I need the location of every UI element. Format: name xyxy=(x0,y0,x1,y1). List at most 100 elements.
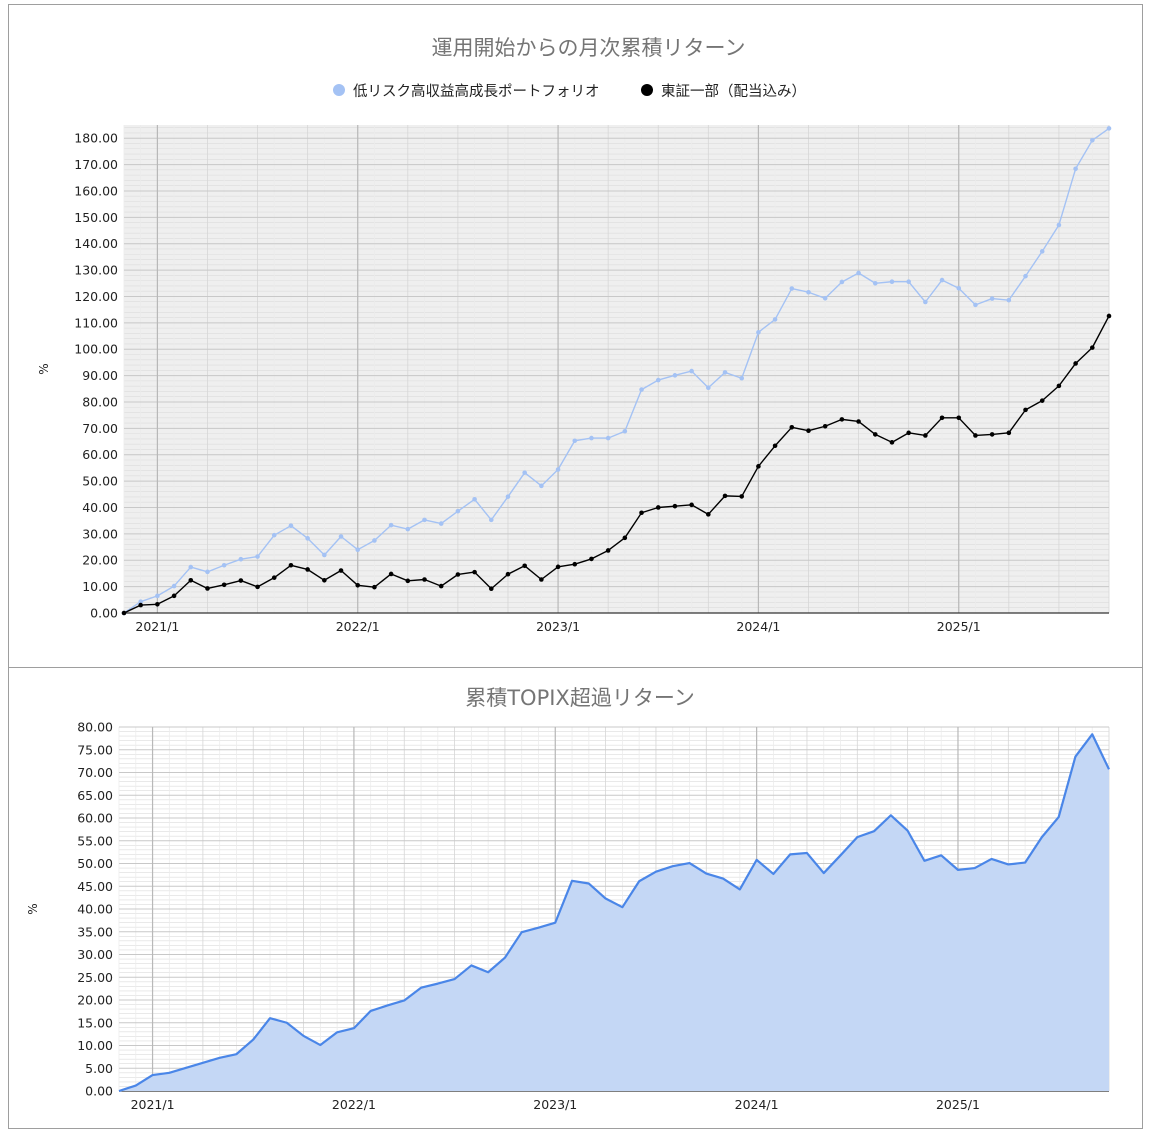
y-tick-label: 170.00 xyxy=(74,157,118,172)
y-tick-label: 40.00 xyxy=(77,902,113,917)
y-tick-label: 80.00 xyxy=(77,720,113,735)
data-point xyxy=(1039,249,1045,254)
data-point xyxy=(1106,126,1112,131)
data-point xyxy=(822,423,828,429)
y-tick-label: 10.00 xyxy=(82,579,118,594)
y-tick-label: 60.00 xyxy=(77,811,113,826)
data-point xyxy=(756,330,761,335)
x-tick-label: 2024/1 xyxy=(735,1097,779,1112)
y-tick-label: 50.00 xyxy=(77,856,113,871)
data-point xyxy=(1073,166,1078,172)
data-point xyxy=(121,610,127,616)
plot-area xyxy=(124,125,1109,613)
data-point xyxy=(939,277,945,283)
area-fill xyxy=(119,734,1109,1091)
data-point xyxy=(872,280,878,286)
data-point xyxy=(205,586,210,591)
data-point xyxy=(956,415,962,421)
cumulative-return-chart-panel: 運用開始からの月次累積リターン 0.00 10.00 20.00 30.00 40.00 5… xyxy=(8,4,1143,668)
data-point xyxy=(822,296,828,301)
data-point xyxy=(1106,313,1112,319)
y-tick-label: 80.00 xyxy=(82,394,118,409)
y-tick-label: 100.00 xyxy=(74,342,118,357)
y-tick-label: 25.00 xyxy=(77,970,113,985)
data-point xyxy=(188,564,194,570)
data-point xyxy=(956,285,962,291)
data-point xyxy=(355,547,361,552)
data-point xyxy=(255,584,260,590)
y-axis-label: % xyxy=(37,363,51,374)
data-point xyxy=(889,440,895,445)
data-point xyxy=(839,279,845,285)
data-point xyxy=(906,430,911,436)
y-tick-label: 70.00 xyxy=(82,421,118,436)
y-tick-label: 120.00 xyxy=(74,289,118,304)
data-point xyxy=(706,512,711,517)
data-point xyxy=(806,289,811,295)
x-tick-label: 2021/1 xyxy=(131,1097,175,1112)
x-tick-label: 2021/1 xyxy=(135,619,179,634)
data-point xyxy=(372,584,377,590)
data-point xyxy=(438,583,444,589)
x-tick-label: 2022/1 xyxy=(336,619,380,634)
data-point xyxy=(238,578,244,583)
data-point xyxy=(138,602,143,608)
data-point xyxy=(539,483,544,489)
data-point xyxy=(789,424,795,430)
legend-marker-tse xyxy=(641,84,653,96)
y-tick-label: 65.00 xyxy=(77,788,113,803)
y-tick-label: 40.00 xyxy=(82,500,118,515)
y-tick-label: 130.00 xyxy=(74,263,118,278)
data-point xyxy=(472,569,477,575)
y-tick-label: 160.00 xyxy=(74,183,118,198)
data-point xyxy=(889,279,895,284)
data-point xyxy=(405,578,411,584)
data-point xyxy=(655,377,661,383)
x-tick-label: 2025/1 xyxy=(937,619,981,634)
y-tick-label: 60.00 xyxy=(82,447,118,462)
y-tick-label: 75.00 xyxy=(77,742,113,757)
data-point xyxy=(322,577,327,583)
y-tick-label: 45.00 xyxy=(77,879,113,894)
data-point xyxy=(555,467,561,472)
data-point xyxy=(539,577,544,582)
data-point xyxy=(255,554,260,559)
data-point xyxy=(739,375,745,381)
x-tick-label: 2023/1 xyxy=(536,619,580,634)
data-point xyxy=(1056,383,1062,389)
x-tick-label: 2024/1 xyxy=(736,619,780,634)
y-tick-label: 20.00 xyxy=(77,993,113,1008)
data-point xyxy=(388,571,394,577)
data-point xyxy=(205,569,210,575)
data-point xyxy=(939,415,945,421)
y-tick-label: 180.00 xyxy=(74,131,118,146)
data-point xyxy=(639,387,644,392)
data-point xyxy=(923,433,928,438)
data-point xyxy=(455,572,461,577)
data-point xyxy=(288,523,294,528)
data-point xyxy=(639,510,644,516)
data-point xyxy=(906,279,911,284)
x-tick-label: 2023/1 xyxy=(533,1097,577,1112)
data-point xyxy=(455,508,461,514)
data-point xyxy=(1056,222,1062,228)
data-point xyxy=(923,299,928,305)
data-point xyxy=(271,532,277,538)
data-point xyxy=(488,586,494,592)
data-point xyxy=(572,561,578,567)
y-tick-label: 35.00 xyxy=(77,924,113,939)
y-tick-label: 110.00 xyxy=(74,315,118,330)
excess-return-chart: 累積TOPIX超過リターン 0.00 5.00 10.00 15.00 20.00 25.0… xyxy=(26,686,1110,1112)
data-point xyxy=(672,373,678,378)
data-point xyxy=(989,296,995,301)
data-point xyxy=(305,567,310,572)
y-tick-label: 0.00 xyxy=(90,606,118,621)
y-tick-label: 90.00 xyxy=(82,368,118,383)
data-point xyxy=(422,577,427,582)
series-line xyxy=(123,127,1110,614)
excess-return-chart-panel: 累積TOPIX超過リターン 0.00 5.00 10.00 15.00 20.00 25.0… xyxy=(8,667,1143,1129)
data-point xyxy=(1006,297,1012,303)
data-point xyxy=(722,493,728,499)
data-point xyxy=(488,517,494,523)
